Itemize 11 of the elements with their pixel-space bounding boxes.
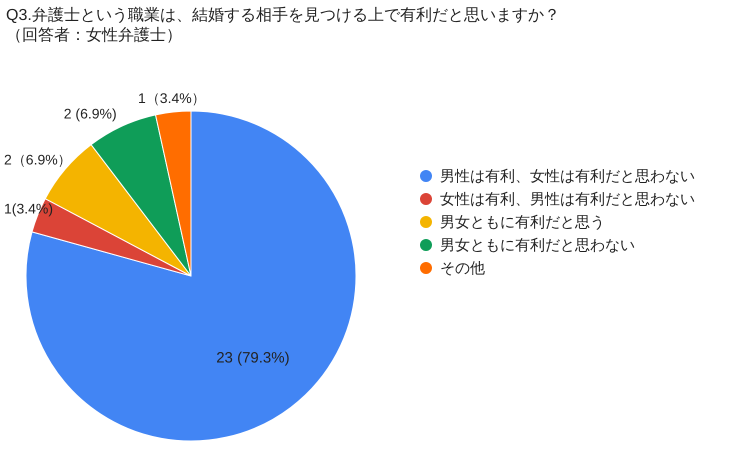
chart-subtitle: （回答者：女性弁護士）	[6, 26, 182, 44]
legend-label: 男女ともに有利だと思う	[440, 214, 605, 231]
data-label: 2 (6.9%)	[64, 105, 117, 122]
chart-title: Q3.弁護士という職業は、結婚する相手を見つける上で有利だと思いますか？	[6, 6, 560, 24]
legend-label: 男性は有利、女性は有利だと思わない	[440, 168, 695, 185]
data-label: 1（3.4%）	[138, 90, 206, 106]
legend-label: 男女ともに有利だと思わない	[440, 237, 635, 254]
data-label: 23 (79.3%)	[216, 349, 290, 366]
data-label: 2（6.9%）	[4, 151, 72, 168]
legend-label: その他	[440, 260, 485, 277]
legend-label: 女性は有利、男性は有利だと思わない	[440, 191, 695, 208]
